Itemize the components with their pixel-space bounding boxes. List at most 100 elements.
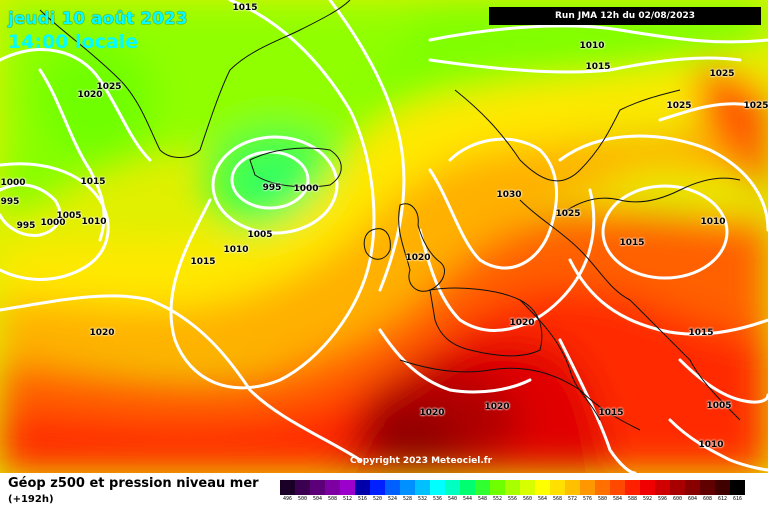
geopotential-field [0, 0, 768, 473]
scale-tick: 600 [672, 496, 683, 502]
scale-tick: 528 [402, 496, 413, 502]
scale-tick: 516 [357, 496, 368, 502]
legend-subtitle: (+192h) [8, 494, 54, 505]
isobar-label: 1020 [405, 253, 431, 263]
scale-tick: 540 [447, 496, 458, 502]
scale-swatch [355, 480, 370, 495]
scale-swatch [715, 480, 730, 495]
scale-tick: 588 [627, 496, 638, 502]
scale-swatch [535, 480, 550, 495]
scale-tick: 548 [477, 496, 488, 502]
scale-swatch [610, 480, 625, 495]
scale-tick: 564 [537, 496, 548, 502]
scale-tick: 580 [597, 496, 608, 502]
scale-swatch [385, 480, 400, 495]
scale-swatch [550, 480, 565, 495]
scale-swatch [655, 480, 670, 495]
isobar-lines [0, 0, 768, 473]
isobar-label: 1005 [706, 401, 732, 411]
isobar-label: 1025 [709, 69, 735, 79]
isobar-label: 1015 [619, 238, 645, 248]
isobar-label: 1010 [81, 217, 107, 227]
scale-swatch [340, 480, 355, 495]
coastlines [39, 0, 741, 431]
scale-tick: 536 [432, 496, 443, 502]
scale-tick: 608 [702, 496, 713, 502]
isobar-label: 1015 [190, 257, 216, 267]
isobar-label: 1025 [96, 82, 122, 92]
scale-tick: 568 [552, 496, 563, 502]
scale-tick: 520 [372, 496, 383, 502]
scale-tick: 552 [492, 496, 503, 502]
isobar-label: 1020 [484, 402, 510, 412]
scale-tick: 500 [297, 496, 308, 502]
isobar-label: 995 [0, 197, 20, 207]
isobar-label: 995 [16, 221, 36, 231]
scale-swatch [520, 480, 535, 495]
scale-tick: 596 [657, 496, 668, 502]
scale-tick: 604 [687, 496, 698, 502]
isobar-label: 1020 [509, 318, 535, 328]
scale-swatch [625, 480, 640, 495]
scale-tick: 616 [732, 496, 743, 502]
scale-swatch [460, 480, 475, 495]
scale-tick: 544 [462, 496, 473, 502]
scale-swatch [415, 480, 430, 495]
isobar-label: 1025 [555, 209, 581, 219]
scale-swatch [325, 480, 340, 495]
scale-swatch [565, 480, 580, 495]
isobar-label: 1010 [698, 440, 724, 450]
isobar-label: 1015 [598, 408, 624, 418]
isobar-label: 1015 [232, 3, 258, 13]
isobar-label: 1015 [80, 177, 106, 187]
copyright-notice: Copyright 2023 Meteociel.fr [350, 456, 493, 466]
scale-tick: 556 [507, 496, 518, 502]
isobar-label: 1010 [223, 245, 249, 255]
scale-swatch [445, 480, 460, 495]
scale-tick: 504 [312, 496, 323, 502]
isobar-label: 1020 [89, 328, 115, 338]
isobar-label: 1000 [0, 178, 26, 188]
isobar-label: 995 [262, 183, 282, 193]
weather-map: jeudi 10 août 2023 14:00 locale Run JMA … [0, 0, 768, 473]
isobar-label: 1030 [496, 190, 522, 200]
scale-swatch [430, 480, 445, 495]
scale-swatch [475, 480, 490, 495]
scale-tick: 512 [342, 496, 353, 502]
isobar-label: 1005 [56, 211, 82, 221]
scale-swatch [400, 480, 415, 495]
isobar-label: 1000 [293, 184, 319, 194]
isobar-label: 1015 [585, 62, 611, 72]
isobar-label: 1010 [579, 41, 605, 51]
scale-swatch [730, 480, 745, 495]
scale-tick: 584 [612, 496, 623, 502]
legend-bar: Géop z500 et pression niveau mer (+192h)… [0, 473, 768, 512]
scale-swatch [280, 480, 295, 495]
model-run-info: Run JMA 12h du 02/08/2023 [489, 7, 761, 25]
forecast-time: 14:00 locale [8, 31, 139, 53]
scale-tick: 532 [417, 496, 428, 502]
forecast-date: jeudi 10 août 2023 [8, 9, 188, 29]
isobar-label: 1010 [700, 217, 726, 227]
scale-swatch [595, 480, 610, 495]
scale-tick: 592 [642, 496, 653, 502]
scale-tick: 612 [717, 496, 728, 502]
scale-tick: 560 [522, 496, 533, 502]
scale-swatch [580, 480, 595, 495]
legend-title: Géop z500 et pression niveau mer [8, 476, 259, 491]
isobar-label: 1020 [77, 90, 103, 100]
isobar-label: 1020 [419, 408, 445, 418]
isobar-label: 1015 [688, 328, 714, 338]
scale-swatch [370, 480, 385, 495]
scale-swatch [640, 480, 655, 495]
scale-swatch [490, 480, 505, 495]
scale-tick: 496 [282, 496, 293, 502]
scale-tick: 524 [387, 496, 398, 502]
scale-swatch [505, 480, 520, 495]
scale-tick: 576 [582, 496, 593, 502]
scale-swatch [310, 480, 325, 495]
scale-tick: 572 [567, 496, 578, 502]
isobar-label: 1025 [743, 101, 768, 111]
scale-swatch [295, 480, 310, 495]
scale-swatch [670, 480, 685, 495]
